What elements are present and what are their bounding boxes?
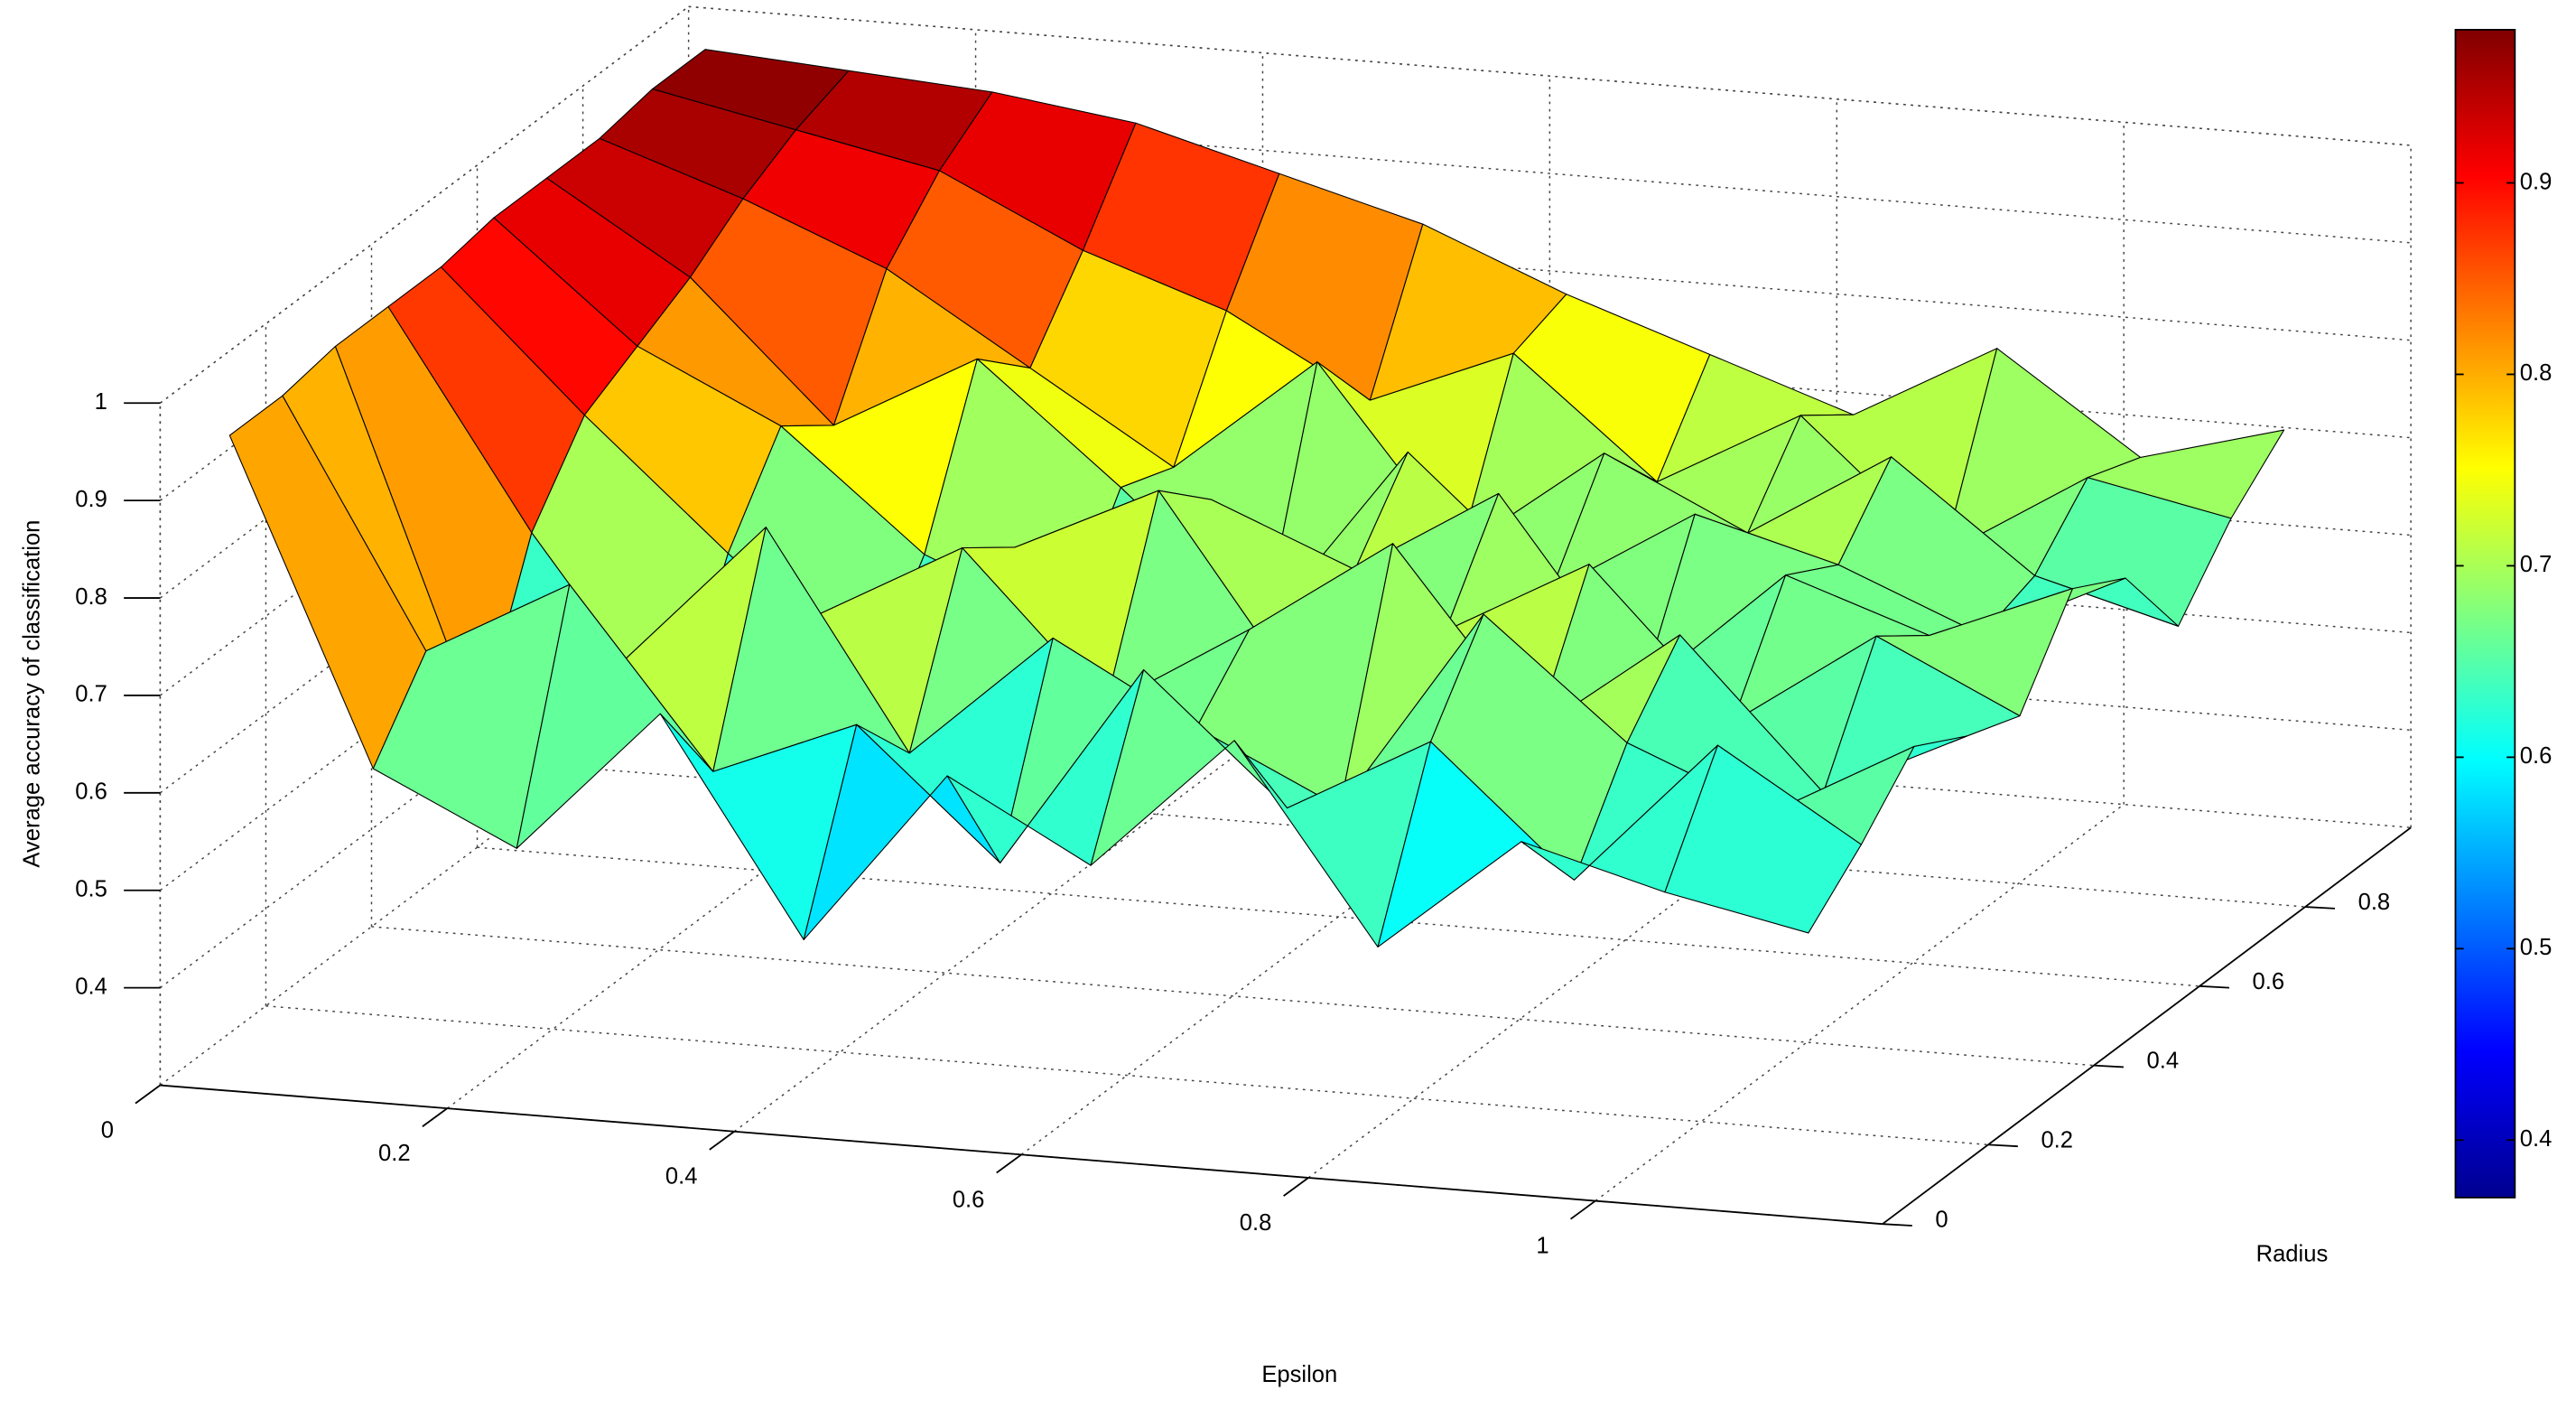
grid-line [733,734,1263,1133]
surface-face [1664,744,1862,934]
colorbar-tick-label: 0.6 [2520,743,2553,769]
y-tick [2305,906,2336,910]
grid-line [371,926,2095,1067]
z-tick-label: 0.6 [75,779,107,805]
colorbar-tick-label: 0.9 [2520,169,2553,194]
colorbar-tick-label: 0.4 [2520,1126,2553,1152]
y-axis-label: Radius [2256,1242,2329,1267]
x-tick [709,1131,735,1151]
y-tick-label: 0.8 [2358,890,2391,915]
grid-line [477,846,2200,987]
grid-line [265,1005,1988,1146]
x-tick-label: 0.4 [665,1164,698,1190]
x-tick-label: 0.2 [378,1141,411,1166]
y-tick-label: 0 [1935,1207,1948,1232]
grid-line [688,103,2412,244]
colorbar [2454,29,2516,1199]
z-tick-label: 1 [95,389,107,415]
x-tick-label: 0.6 [953,1187,985,1212]
x-tick-label: 0 [101,1118,114,1143]
z-tick-label: 0.9 [75,487,107,512]
z-tick-label: 0.7 [75,682,107,707]
x-tick-label: 0.8 [1240,1210,1272,1236]
box-edge [159,5,690,404]
z-tick-label: 0.5 [75,877,107,902]
x-tick [422,1107,448,1128]
x-tick [996,1153,1022,1174]
y-tick [1882,1223,1912,1227]
z-tick-label: 0.4 [75,974,107,999]
y-tick-label: 0.4 [2146,1049,2179,1074]
y-tick [2093,1064,2124,1068]
colorbar-tick-label: 0.7 [2520,552,2553,577]
grid-line [688,201,2412,341]
z-tick-label: 0.8 [75,584,107,610]
grid-line [1595,804,2125,1202]
x-tick [1569,1199,1596,1220]
x-tick-label: 1 [1536,1234,1548,1259]
y-tick-label: 0.6 [2253,969,2285,994]
y-axis [1882,826,2412,1225]
x-axis-label: Epsilon [1261,1362,1337,1387]
x-tick [1283,1177,1309,1197]
z-axis-label: Average accuracy of classification [19,520,44,868]
x-tick [135,1084,161,1105]
y-tick [1987,1143,2018,1148]
box-edge [688,5,2412,146]
colorbar-tick-label: 0.5 [2520,935,2553,960]
y-tick-label: 0.2 [2041,1127,2073,1152]
colorbar-tick-label: 0.8 [2520,360,2553,386]
y-tick [2199,984,2229,989]
